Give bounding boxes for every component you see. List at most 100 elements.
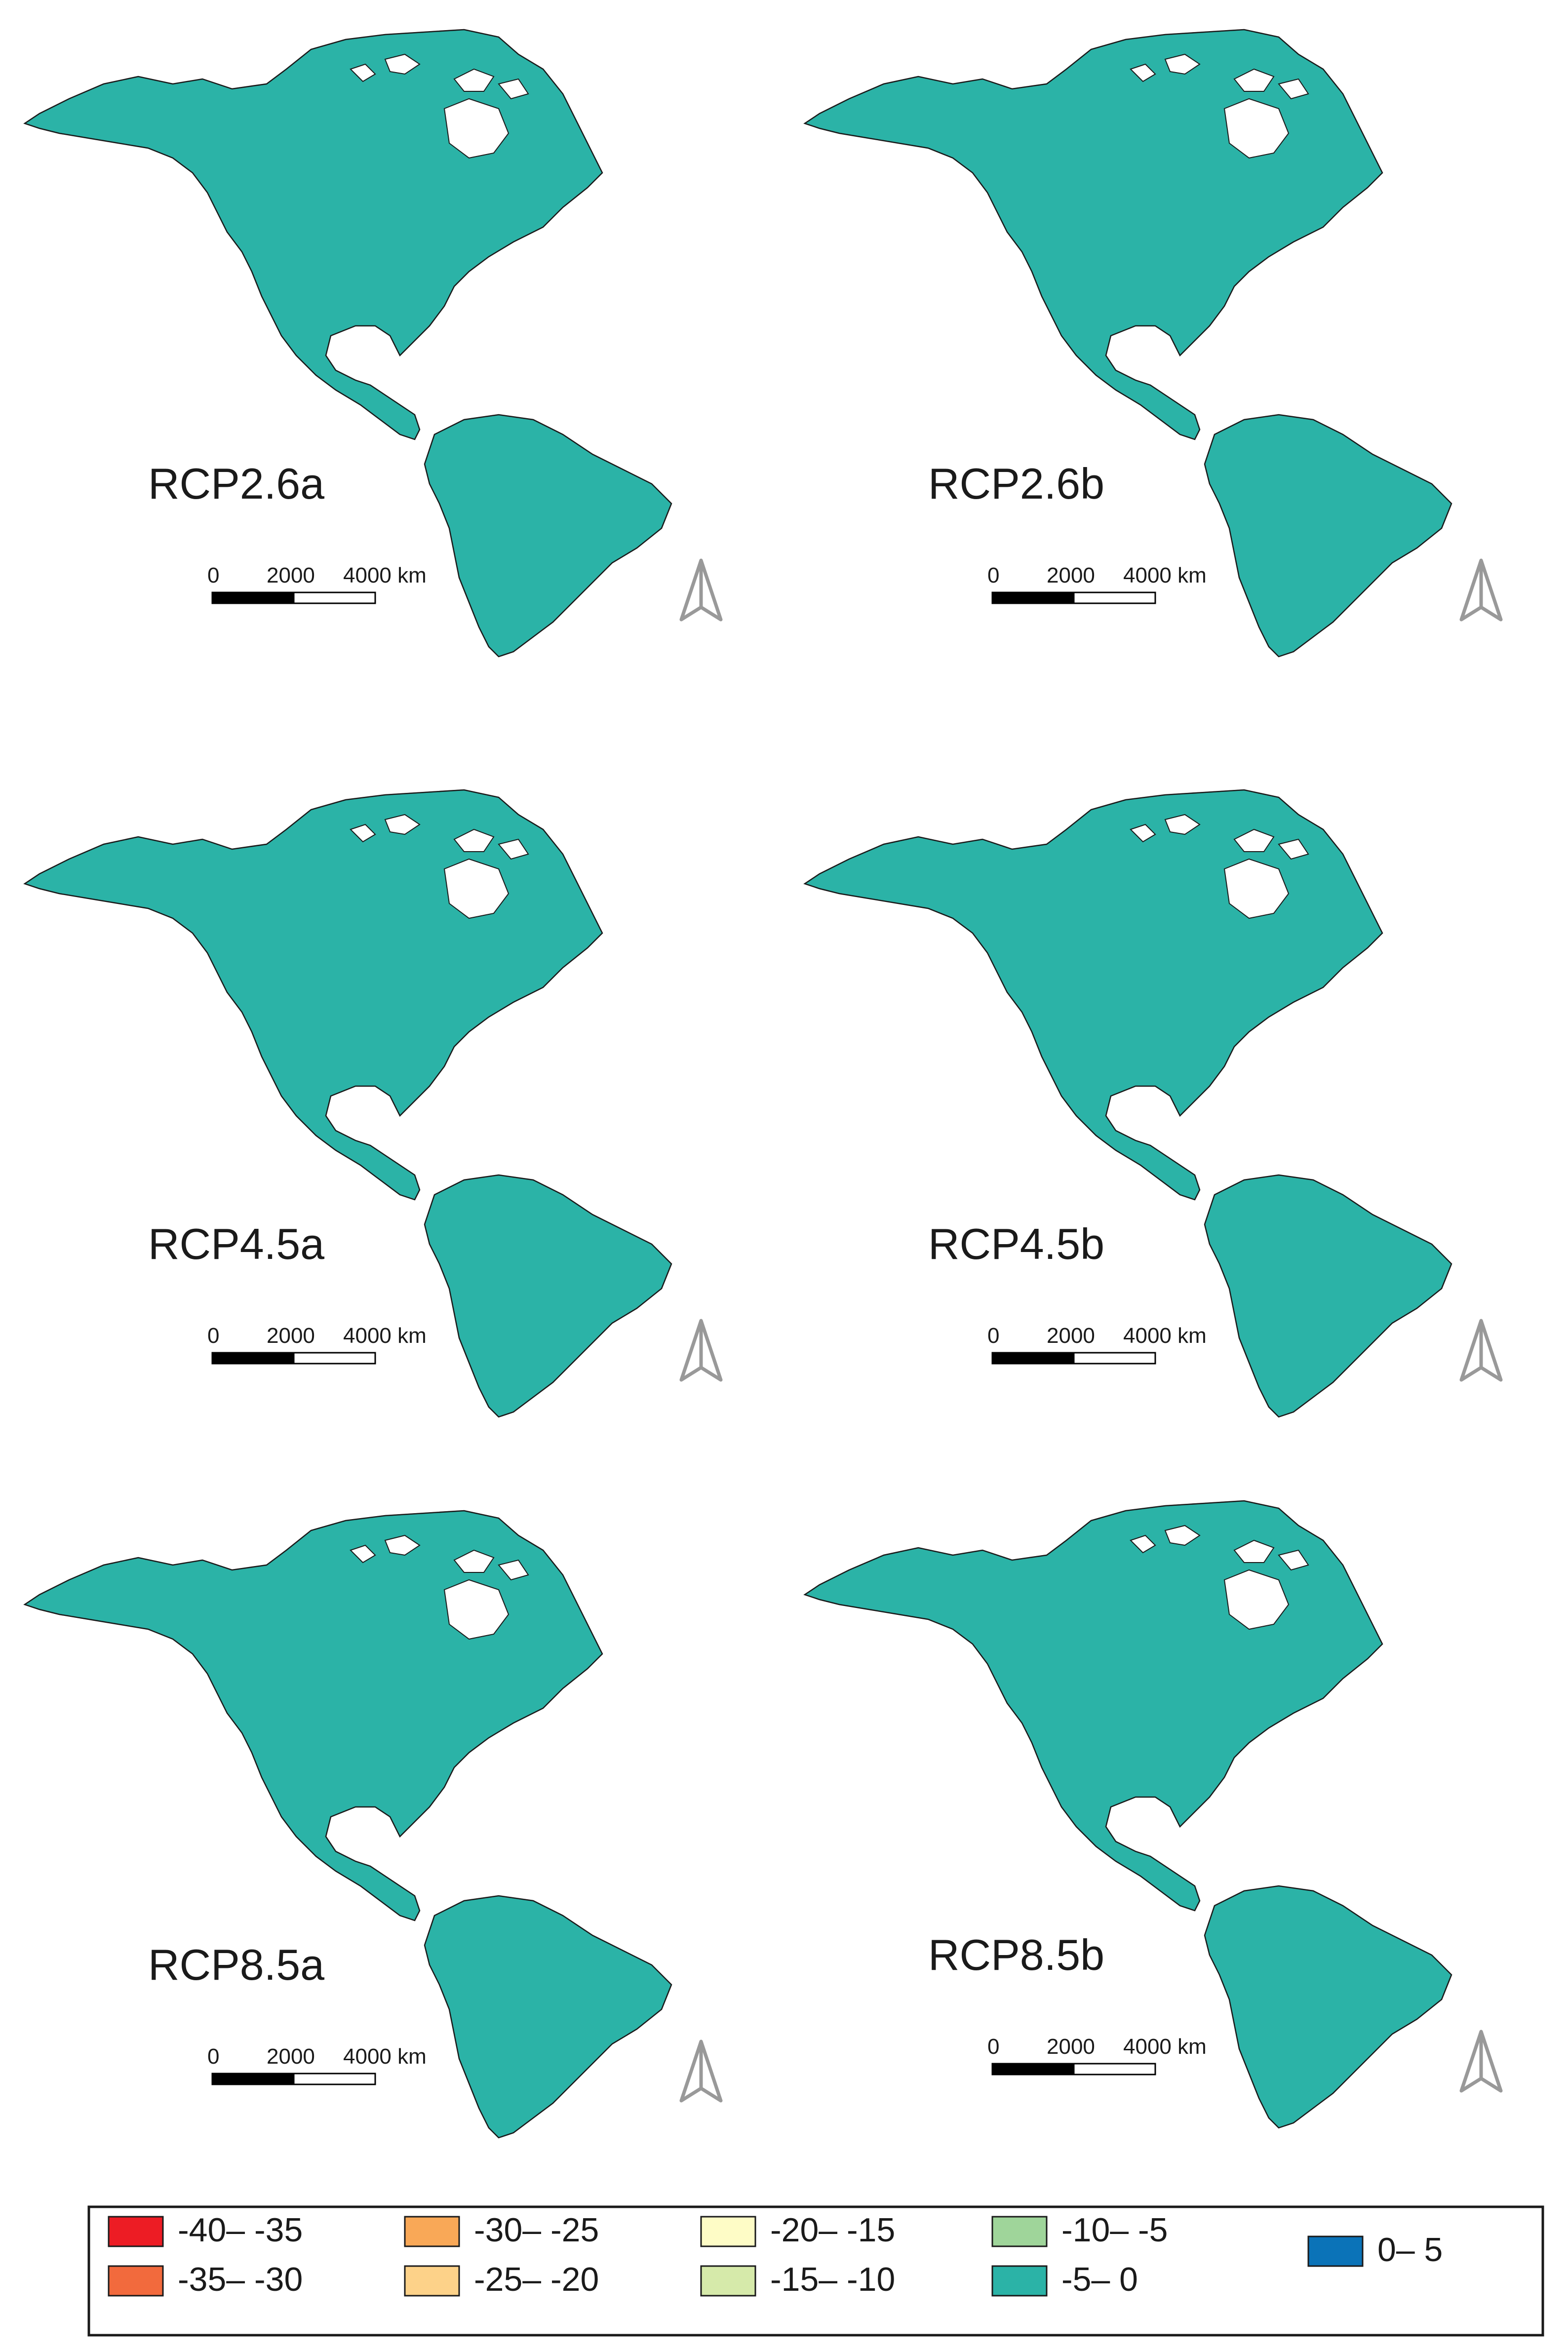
grid-cell (161, 1727, 190, 1756)
grid-cell (161, 1838, 190, 1867)
grid-cell (914, 1007, 942, 1035)
grid-cell (1439, 440, 1451, 469)
grid-cell (521, 2143, 549, 2170)
grid-cell (941, 1994, 970, 2023)
grid-cell (78, 1145, 107, 1174)
grid-cell (859, 246, 887, 275)
grid-cell (466, 1145, 494, 1174)
grid-cell (659, 1090, 671, 1118)
grid-cell (1439, 468, 1451, 496)
grid-cell (355, 2143, 383, 2170)
grid-cell (466, 1783, 494, 1811)
grid-cell (659, 1228, 671, 1256)
grid-cell (161, 578, 190, 607)
grid-cell (1218, 606, 1247, 634)
grid-cell (161, 357, 190, 386)
grid-cell (327, 633, 356, 657)
grid-cell (1384, 1117, 1412, 1146)
scale-bar-segment (991, 591, 1075, 604)
grid-cell (859, 219, 887, 247)
grid-cell (1329, 329, 1357, 358)
grid-cell (1107, 2077, 1136, 2106)
grid-cell (300, 1394, 328, 1417)
grid-cell (355, 2115, 384, 2138)
grid-cell (1080, 1145, 1108, 1174)
grid-cell (78, 302, 107, 330)
grid-cell (161, 1338, 190, 1367)
grid-cell (493, 329, 522, 358)
grid-cell (997, 1856, 1025, 1884)
grid-cell (886, 1994, 915, 2023)
grid-cell (1246, 274, 1274, 303)
grid-cell (106, 1090, 135, 1118)
grid-cell (466, 2143, 494, 2170)
grid-cell (272, 2115, 301, 2138)
grid-cell (604, 108, 632, 137)
grid-cell (78, 1117, 107, 1146)
grid-cell (1356, 606, 1385, 634)
grid-cell (632, 662, 660, 689)
grid-cell (78, 1783, 107, 1811)
grid-cell (355, 1949, 384, 1977)
panel-label: RCP8.5a (148, 1940, 324, 1989)
grid-cell (914, 2022, 942, 2050)
grid-cell (383, 1422, 411, 1449)
grid-cell (1135, 1283, 1164, 1312)
grid-cell (604, 1366, 632, 1395)
grid-cell (1356, 1801, 1385, 1829)
grid-cell (1163, 1939, 1191, 1967)
grid-cell (438, 385, 467, 413)
grid-cell (521, 1838, 549, 1867)
grid-cell (161, 2032, 190, 2060)
grid-cell (106, 1145, 135, 1174)
grid-cell (631, 1672, 660, 1701)
grid-cell (272, 1283, 301, 1312)
grid-cell (327, 1255, 356, 1284)
grid-cell (106, 606, 135, 634)
scale-bar-tick-label: 0 (207, 2044, 219, 2069)
grid-cell (1246, 1828, 1274, 1857)
grid-cell (1384, 1883, 1412, 1912)
grid-cell (576, 1893, 605, 1922)
grid-cell (78, 1645, 107, 1673)
grid-cell (1107, 412, 1136, 441)
grid-cell (162, 1422, 190, 1449)
grid-cell (244, 1173, 273, 1201)
grid-cell (1411, 1662, 1440, 1691)
grid-cell (1218, 1117, 1247, 1146)
grid-cell (859, 1718, 887, 1746)
grid-cell (1439, 1034, 1451, 1063)
grid-cell (438, 1866, 467, 1894)
grid-cell (1301, 1828, 1330, 1857)
grid-cell (941, 1773, 970, 1802)
grid-cell (859, 523, 887, 551)
grid-cell (886, 924, 915, 952)
grid-cell (914, 385, 942, 413)
grid-cell (1356, 274, 1385, 303)
grid-cell (941, 191, 970, 220)
grid-cell (106, 2032, 135, 2060)
grid-cell (576, 412, 605, 441)
grid-cell (1301, 1718, 1330, 1746)
grid-cell (604, 896, 632, 925)
grid-cell (859, 951, 887, 980)
grid-cell (106, 2115, 135, 2138)
grid-cell (78, 1228, 107, 1256)
grid-cell (355, 1255, 384, 1284)
grid-cell (106, 1034, 135, 1063)
grid-cell (886, 495, 915, 524)
grid-cell (1384, 1034, 1412, 1063)
grid-cell (1218, 662, 1246, 689)
grid-cell (914, 1422, 942, 1449)
grid-cell (659, 1589, 671, 1618)
grid-cell (1384, 1773, 1412, 1802)
grid-cell (997, 1117, 1025, 1146)
grid-cell (576, 1727, 605, 1756)
grid-cell (969, 1801, 998, 1829)
grid-cell (106, 1283, 135, 1312)
grid-cell (859, 1034, 887, 1063)
grid-cell (604, 1783, 632, 1811)
grid-cell (190, 662, 217, 689)
grid-cell (1163, 1228, 1191, 1256)
grid-cell (1108, 1422, 1136, 1449)
